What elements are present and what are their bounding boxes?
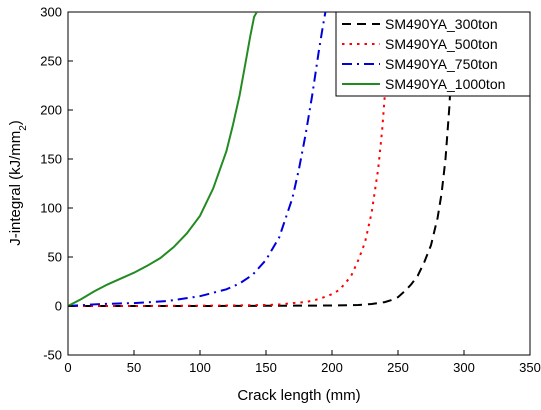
legend-box	[335, 11, 531, 97]
x-tick-label: 150	[255, 360, 277, 375]
y-tick-label: 0	[55, 299, 62, 314]
x-tick-label: 300	[453, 360, 475, 375]
series-line-1	[68, 51, 454, 307]
y-axis-title-subscript: 2	[18, 125, 29, 131]
y-tick-label: 300	[40, 5, 62, 20]
legend-label-1: SM490YA_300ton	[385, 16, 498, 32]
x-axis-title: Crack length (mm)	[237, 387, 360, 404]
series-line-4	[68, 12, 258, 307]
y-tick-label: 250	[40, 54, 62, 69]
y-tick-label: 150	[40, 152, 62, 167]
y-axis-title-main: J-integral (kJ/mm	[7, 131, 24, 246]
x-tick-label: 350	[519, 360, 541, 375]
legend-label-4: SM490YA_1000ton	[385, 76, 505, 92]
legend-label-3: SM490YA_750ton	[385, 56, 498, 72]
y-tick-label: -50	[43, 348, 62, 363]
y-tick-label: 100	[40, 201, 62, 216]
series-layer	[68, 12, 454, 307]
legend-label-2: SM490YA_500ton	[385, 36, 498, 52]
x-tick-label: 100	[189, 360, 211, 375]
y-tick-label: 50	[48, 250, 62, 265]
y-axis-title: J-integral (kJ/mm2)	[7, 120, 29, 246]
x-tick-label: 50	[127, 360, 141, 375]
tick-layer: 0 50 100 150 200 250 300 350-500501001502002503…	[40, 5, 541, 376]
x-tick-label: 200	[321, 360, 343, 375]
x-tick-label: 0	[64, 360, 71, 375]
y-tick-label: 200	[40, 103, 62, 118]
legend: SM490YA_300ton SM490YA_500ton SM490YA_750t…	[335, 11, 531, 97]
x-tick-label: 250	[387, 360, 409, 375]
y-axis-title-close: )	[7, 120, 24, 125]
series-line-2	[68, 60, 389, 307]
plot-frame	[67, 11, 531, 356]
series-line-3	[68, 12, 327, 307]
